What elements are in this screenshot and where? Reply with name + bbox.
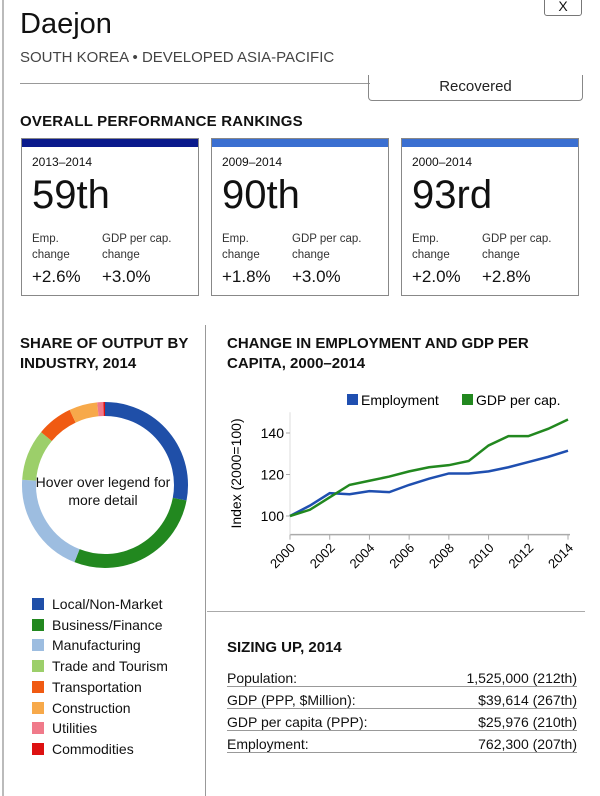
sizing-value: 762,300 (207th)	[478, 736, 577, 752]
donut-slice[interactable]	[74, 497, 187, 568]
legend-swatch	[32, 742, 44, 755]
emp-label: Emp. change	[222, 233, 260, 261]
legend-item[interactable]: Trade and Tourism	[32, 658, 168, 674]
legend-label: Construction	[52, 699, 131, 716]
legend-label: Manufacturing	[52, 637, 141, 654]
gdp-change: +3.0%	[292, 267, 341, 286]
x-tick-label: 2012	[505, 540, 536, 571]
emp-change: +1.8%	[222, 267, 271, 286]
divider	[207, 611, 585, 612]
donut-slice[interactable]	[41, 409, 76, 442]
x-tick-label: 2010	[466, 540, 497, 571]
card-color-bar	[22, 139, 198, 147]
emp-label: Emp. change	[412, 233, 450, 261]
card-color-bar	[402, 139, 578, 147]
sizing-row: Employment: 762,300 (207th)	[227, 731, 577, 753]
card-color-bar	[212, 139, 388, 147]
legend-item[interactable]: Commodities	[32, 741, 134, 757]
divider	[20, 83, 370, 84]
sizing-row: GDP per capita (PPP): $25,976 (210th)	[227, 709, 577, 731]
legend-swatch	[347, 394, 358, 405]
legend-item[interactable]: Business/Finance	[32, 617, 163, 633]
legend-swatch	[32, 660, 44, 673]
gdp-label: GDP per cap. change	[482, 233, 552, 261]
legend-label: Trade and Tourism	[52, 658, 168, 675]
card-period: 2009–2014	[222, 155, 283, 169]
legend-swatch	[462, 394, 473, 405]
gdp-label: GDP per cap. change	[292, 233, 362, 261]
donut-slice[interactable]	[69, 402, 99, 423]
legend-item[interactable]: Manufacturing	[32, 637, 141, 653]
card-period: 2013–2014	[32, 155, 93, 169]
page-title: Daejon	[20, 8, 112, 40]
y-tick-label: 140	[261, 425, 285, 441]
legend-label: GDP per cap.	[476, 392, 561, 408]
page-subtitle: SOUTH KOREA • DEVELOPED ASIA-PACIFIC	[20, 49, 335, 66]
legend-label: Employment	[361, 392, 439, 408]
sizing-row: GDP (PPP, $Million): $39,614 (267th)	[227, 687, 577, 709]
x-tick-label: 2008	[426, 540, 457, 571]
sizing-row: Population: 1,525,000 (212th)	[227, 665, 577, 687]
legend-swatch	[32, 618, 44, 631]
gdp-change: +2.8%	[482, 267, 531, 286]
legend-swatch	[32, 680, 44, 693]
legend-item[interactable]: Construction	[32, 700, 131, 716]
sizing-label: GDP per capita (PPP):	[227, 714, 368, 730]
legend-item[interactable]: Local/Non-Market	[32, 596, 163, 612]
rankings-heading: OVERALL PERFORMANCE RANKINGS	[20, 113, 303, 130]
divider	[205, 325, 206, 796]
legend-swatch	[32, 701, 44, 714]
donut-center-text: Hover over legend for more detail	[35, 474, 171, 508]
chart-heading: CHANGE IN EMPLOYMENT AND GDP PER CAPITA,…	[227, 335, 529, 372]
ranking-card: 2013–2014 59th Emp. change GDP per cap. …	[21, 138, 199, 296]
x-tick-label: 2014	[545, 540, 576, 571]
sizing-heading: SIZING UP, 2014	[227, 639, 342, 656]
sizing-label: Employment:	[227, 736, 309, 752]
donut-slice[interactable]	[104, 402, 188, 501]
emp-change: +2.0%	[412, 267, 461, 286]
sizing-label: Population:	[227, 670, 298, 686]
legend-swatch	[32, 722, 44, 735]
sizing-value: $39,614 (267th)	[478, 692, 577, 708]
legend-swatch	[32, 639, 44, 652]
donut-slice[interactable]	[22, 432, 53, 481]
gdp-change: +3.0%	[102, 267, 151, 286]
card-rank: 93rd	[412, 173, 493, 217]
industry-donut-chart	[22, 402, 188, 568]
share-heading: SHARE OF OUTPUT BY INDUSTRY, 2014	[20, 335, 189, 372]
close-button[interactable]: X	[544, 0, 582, 16]
legend-swatch	[32, 598, 44, 610]
emp-change: +2.6%	[32, 267, 81, 286]
legend-label: Utilities	[52, 720, 98, 737]
ranking-card: 2000–2014 93rd Emp. change GDP per cap. …	[401, 138, 579, 296]
x-tick-label: 2002	[307, 540, 338, 571]
series-line	[289, 418, 569, 518]
sizing-value: $25,976 (210th)	[478, 714, 577, 730]
x-tick-label: 2004	[346, 540, 377, 571]
legend-label: Transportation	[52, 678, 142, 695]
legend-label: Local/Non-Market	[52, 596, 163, 612]
card-period: 2000–2014	[412, 155, 473, 169]
gdp-label: GDP per cap. change	[102, 233, 172, 261]
sizing-value: 1,525,000 (212th)	[466, 670, 577, 686]
legend-label: Commodities	[52, 740, 134, 757]
legend-label: Business/Finance	[52, 616, 163, 633]
y-axis-label: Index (2000=100)	[228, 418, 244, 528]
donut-slice[interactable]	[22, 479, 80, 563]
sizing-label: GDP (PPP, $Million):	[227, 692, 356, 708]
legend-item[interactable]: Transportation	[32, 679, 142, 695]
series-line	[289, 449, 569, 518]
y-tick-label: 100	[261, 508, 285, 524]
x-tick-label: 2000	[267, 540, 298, 571]
status-badge: Recovered	[368, 75, 583, 101]
left-border	[2, 0, 4, 796]
x-tick-label: 2006	[386, 540, 417, 571]
legend-item[interactable]: Utilities	[32, 720, 97, 736]
line-chart: 100 120 140 2000 2002 2004 2006 2008 2010 2012 201…	[228, 392, 576, 571]
card-rank: 90th	[222, 173, 300, 217]
y-tick-label: 120	[261, 467, 285, 483]
card-rank: 59th	[32, 173, 110, 217]
ranking-card: 2009–2014 90th Emp. change GDP per cap. …	[211, 138, 389, 296]
emp-label: Emp. change	[32, 233, 70, 261]
